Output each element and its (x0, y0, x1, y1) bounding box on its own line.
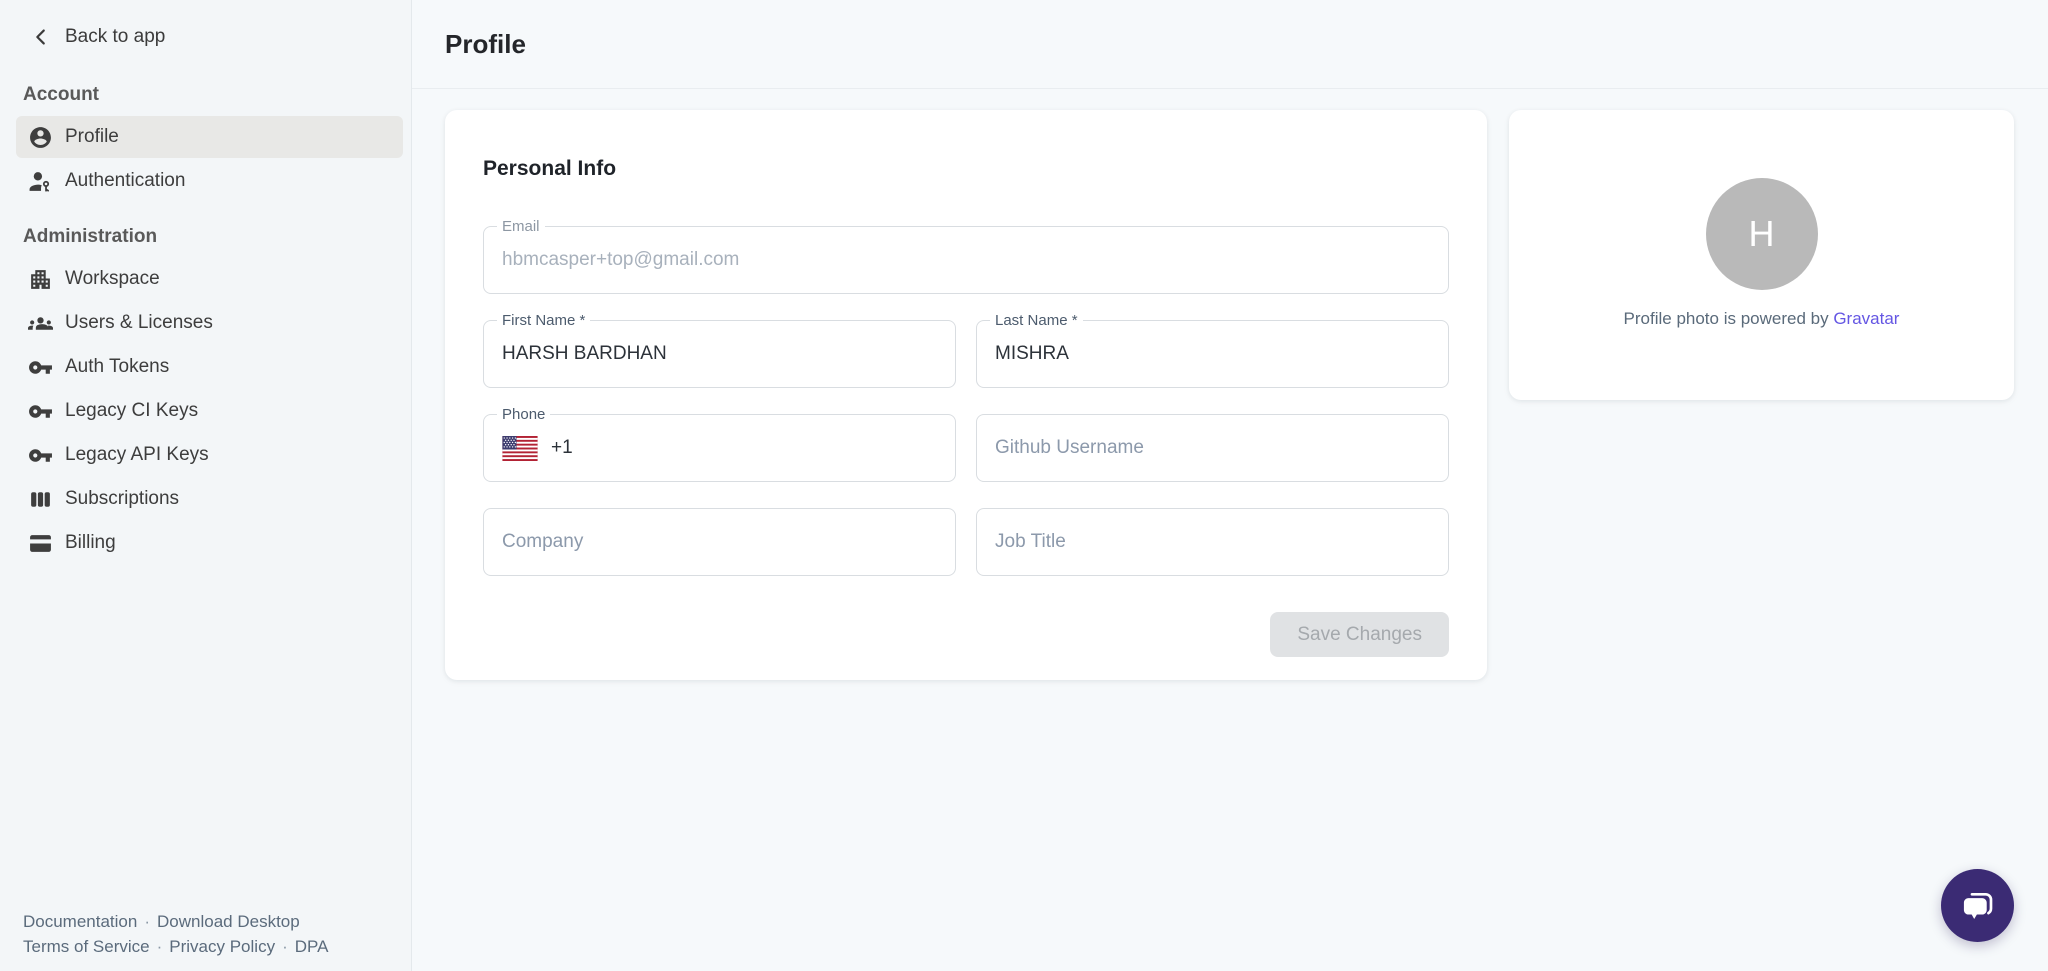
first-name-input[interactable] (484, 321, 955, 387)
avatar: H (1705, 178, 1818, 290)
account-circle-icon (30, 126, 51, 148)
sidebar-item-label: Users & Licenses (65, 312, 213, 333)
back-to-app-label: Back to app (65, 26, 166, 47)
github-username-field (976, 414, 1449, 482)
first-name-label: First Name * (497, 312, 591, 329)
sidebar-item-label: Subscriptions (65, 488, 180, 509)
email-field: Email (483, 218, 1449, 294)
chat-widget-button[interactable] (1941, 869, 2014, 942)
profile-photo-card: H Profile photo is powered by Gravatar (1509, 110, 2014, 400)
photo-caption: Profile photo is powered by Gravatar (1624, 309, 1900, 329)
footer-link-dpa[interactable]: DPA (294, 937, 329, 956)
columns-icon (31, 491, 50, 507)
sidebar: Back to app Account Profile Authenticati… (0, 0, 412, 971)
github-username-input[interactable] (977, 415, 1448, 481)
groups-icon (28, 316, 53, 330)
key-icon (29, 360, 52, 374)
building-icon (31, 269, 50, 289)
sidebar-item-label: Legacy CI Keys (65, 400, 199, 421)
phone-label: Phone (497, 406, 551, 423)
back-to-app-button[interactable]: Back to app (30, 26, 165, 48)
email-label: Email (497, 218, 545, 235)
company-job-row (483, 508, 1449, 576)
footer-link-download-desktop[interactable]: Download Desktop (157, 912, 300, 931)
personal-info-card: Personal Info Email First Name * Last Na… (445, 110, 1487, 680)
sidebar-item-auth-tokens[interactable]: Auth Tokens (16, 346, 403, 388)
key-icon (29, 448, 52, 462)
person-key-icon (29, 171, 50, 192)
section-title-account: Account (23, 84, 99, 105)
avatar-initial: H (1748, 213, 1775, 254)
company-input[interactable] (484, 509, 955, 575)
dial-code: +1 (551, 437, 573, 458)
sidebar-item-label: Workspace (65, 268, 160, 289)
account-nav: Profile Authentication (0, 116, 411, 202)
last-name-field: Last Name * (976, 312, 1449, 388)
job-title-field (976, 508, 1449, 576)
photo-caption-text: Profile photo is powered by (1623, 309, 1829, 328)
personal-info-title: Personal Info (483, 157, 617, 180)
email-input[interactable] (484, 227, 1448, 293)
footer-link-documentation[interactable]: Documentation (23, 912, 138, 931)
sidebar-item-label: Authentication (65, 170, 186, 191)
section-title-administration: Administration (23, 226, 158, 247)
chevron-left-icon (36, 29, 45, 45)
footer-separator: · (282, 937, 288, 956)
sidebar-item-authentication[interactable]: Authentication (16, 160, 403, 202)
footer-link-privacy-policy[interactable]: Privacy Policy (169, 937, 276, 956)
footer-link-terms-of-service[interactable]: Terms of Service (23, 937, 150, 956)
sidebar-item-label: Legacy API Keys (65, 444, 209, 465)
sidebar-item-label: Auth Tokens (65, 356, 170, 377)
name-row: First Name * Last Name * (483, 312, 1449, 388)
footer-separator: · (156, 937, 163, 956)
sidebar-footer: Documentation · Download Desktop Terms of … (23, 909, 403, 959)
country-selector-button[interactable] (502, 435, 538, 461)
company-field (483, 508, 956, 576)
key-icon (29, 404, 52, 418)
main-area: Profile Personal Info Email First Name *… (412, 0, 2048, 971)
first-name-field: First Name * (483, 312, 956, 388)
gravatar-link[interactable]: Gravatar (1833, 309, 1900, 328)
chat-bubbles-icon (1963, 892, 1992, 919)
sidebar-item-users-licenses[interactable]: Users & Licenses (16, 302, 403, 344)
sidebar-item-profile[interactable]: Profile (16, 116, 403, 158)
last-name-label: Last Name * (990, 312, 1083, 329)
us-flag-icon (502, 435, 538, 461)
sidebar-item-subscriptions[interactable]: Subscriptions (16, 478, 403, 520)
form-actions: Save Changes (483, 612, 1449, 657)
sidebar-item-label: Profile (65, 126, 119, 147)
sidebar-item-workspace[interactable]: Workspace (16, 258, 403, 300)
sidebar-item-legacy-ci-keys[interactable]: Legacy CI Keys (16, 390, 403, 432)
phone-input[interactable] (572, 415, 955, 481)
sidebar-item-billing[interactable]: Billing (16, 522, 403, 564)
job-title-input[interactable] (977, 509, 1448, 575)
administration-nav: Workspace Users & Licenses Auth Tokens L… (0, 258, 411, 564)
phone-field: Phone (483, 406, 956, 482)
sidebar-item-legacy-api-keys[interactable]: Legacy API Keys (16, 434, 403, 476)
phone-github-row: Phone (483, 406, 1449, 482)
page-title: Profile (445, 28, 526, 59)
footer-separator: · (144, 912, 151, 931)
save-changes-button[interactable]: Save Changes (1270, 612, 1449, 657)
credit-card-icon (30, 534, 51, 552)
main-header: Profile (412, 0, 2048, 89)
last-name-input[interactable] (977, 321, 1448, 387)
sidebar-item-label: Billing (65, 532, 116, 553)
